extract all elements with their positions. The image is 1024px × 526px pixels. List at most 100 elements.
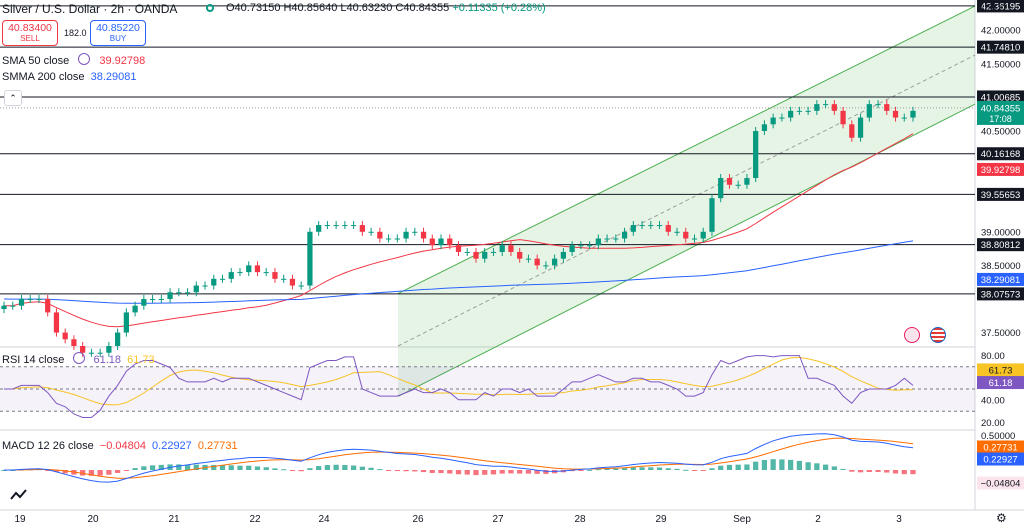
collapse-legend-button[interactable]: ⌃ (4, 90, 22, 106)
price-tick-label: 38.50000 (981, 261, 1021, 272)
candle-body (840, 110, 846, 125)
rsi-settings-icon[interactable] (73, 352, 86, 364)
level-tag (977, 287, 1024, 301)
level-tag-label: 42.36195 (981, 1, 1021, 12)
candle-body (324, 225, 331, 227)
macd-hist-bar (298, 470, 304, 472)
market-status-icon (206, 4, 214, 12)
macd-hist-bar (80, 470, 86, 476)
macd-hist-bar (464, 470, 470, 475)
channel-median (397, 54, 976, 347)
macd-hist-bar (53, 470, 60, 472)
sell-button[interactable]: 40.83400 SELL (2, 20, 58, 46)
candle-body (298, 285, 304, 287)
price-tick-label: 42.00000 (981, 26, 1021, 37)
candle-body (307, 231, 313, 286)
macd-hist-bar (656, 467, 663, 470)
candle-body (115, 332, 121, 346)
macd-hist-bar (779, 459, 785, 470)
macd-hist-bar (788, 459, 794, 470)
macd-hist-bar (482, 470, 488, 475)
macd-line (4, 433, 914, 483)
candle-body (674, 231, 680, 233)
macd-hist-bar (219, 465, 226, 470)
macd-hist-bar (473, 470, 479, 476)
level-tag-label: 38.07573 (981, 289, 1021, 300)
macd-hist-bar (246, 465, 252, 470)
smma-label: SMMA 200 close (2, 71, 85, 83)
smma-line (3, 240, 914, 304)
macd-hist-bar (447, 470, 453, 474)
macd-hist-bar (368, 467, 374, 470)
candle-body (455, 245, 462, 252)
candle-body (18, 298, 25, 306)
eye-icon[interactable] (10, 488, 28, 500)
candle-body (184, 292, 191, 294)
gear-icon[interactable]: ⚙ (996, 511, 1007, 525)
sma-label: SMA 50 close (2, 55, 70, 67)
candle-body (123, 312, 129, 333)
macd-hist-bar (324, 465, 331, 470)
macd-hist-bar (123, 470, 129, 471)
price-tick-label: 39.00000 (981, 227, 1021, 238)
macd-hist-bar (691, 470, 698, 471)
candle-body (490, 251, 497, 253)
macd-hist-bar (578, 470, 584, 471)
candle-body (368, 231, 374, 233)
rsi-legend[interactable]: RSI 14 close 61.18 61.73 (2, 352, 155, 366)
macd-hist-bar (805, 462, 811, 470)
macd-hist-bar (176, 464, 182, 470)
candle-body (464, 251, 470, 253)
currency-selector[interactable]: USD (980, 3, 1002, 14)
countdown-label: 17:08 (989, 114, 1012, 124)
candle-body (429, 238, 435, 246)
time-tick-label: 2 (815, 514, 821, 525)
sell-price: 40.83400 (8, 22, 52, 34)
buy-label: BUY (109, 34, 127, 43)
macd-hist-bar (10, 470, 16, 471)
macd-hist-bar (613, 468, 619, 470)
level-tag-label: 40.16168 (981, 149, 1021, 160)
macd-line-tag (977, 452, 1024, 466)
macd-hist-bar (840, 468, 846, 470)
macd-hist-bar (455, 470, 462, 475)
sma-legend[interactable]: SMA 50 close 39.92798 (2, 53, 145, 67)
candle-body (796, 110, 802, 112)
candle-body (779, 117, 785, 119)
macd-hist-bar (62, 470, 68, 474)
smma-legend[interactable]: SMMA 200 close 38.29081 (2, 71, 137, 83)
candle-body (901, 117, 907, 119)
smma-tag-label: 38.29081 (981, 275, 1021, 286)
time-tick-label: 26 (412, 514, 424, 525)
macd-hist-bar (639, 467, 645, 470)
candle-body (586, 245, 593, 247)
candle-body (569, 245, 575, 252)
candle-body (814, 104, 820, 111)
flag-icon[interactable] (930, 327, 946, 343)
macd-hist-bar (822, 464, 829, 470)
macd-hist-bar (420, 470, 427, 473)
macd-hist-bar (490, 470, 497, 475)
current-price-label: 40.84355 (981, 103, 1021, 114)
rsi-tag (977, 376, 1024, 390)
chart-title[interactable]: Silver / U.S. Dollar · 2h · OANDA (2, 2, 178, 16)
flash-icon[interactable] (904, 327, 920, 343)
time-tick-label: 24 (318, 514, 330, 525)
macd-hist-bar (770, 459, 776, 470)
sma-settings-icon[interactable] (78, 53, 91, 65)
candle-body (630, 225, 636, 232)
macd-hist-bar (761, 459, 768, 470)
buy-button[interactable]: 40.85220 BUY (90, 20, 146, 46)
macd-hist-bar (665, 468, 671, 470)
candle-body (412, 231, 418, 233)
candle-body (831, 104, 837, 111)
level-tag-label: 39.55653 (981, 190, 1021, 201)
macd-legend[interactable]: MACD 12 26 close −0.04804 0.22927 0.2773… (2, 440, 238, 452)
macd-hist-bar (709, 468, 715, 470)
candle-body (849, 124, 855, 138)
candle-body (726, 178, 733, 185)
price-tick-label: 41.50000 (981, 59, 1021, 70)
candle-body (254, 265, 261, 273)
candle-body (761, 124, 768, 132)
